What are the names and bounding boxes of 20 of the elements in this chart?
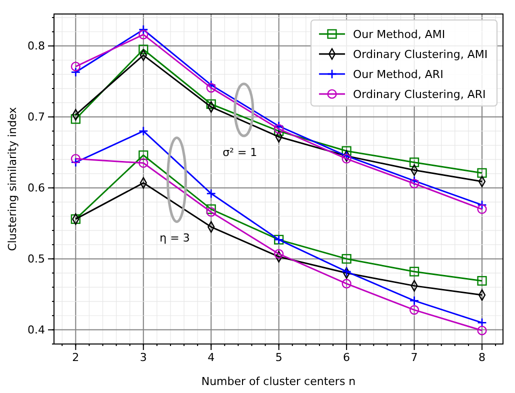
x-tick-label: 6 [343,350,350,364]
y-tick-label: 0.4 [28,323,45,336]
legend-label: Ordinary Clustering, ARI [353,88,486,101]
x-axis-title: Number of cluster centers n [201,375,356,388]
x-tick-label: 3 [140,350,147,364]
y-tick-label: 0.8 [28,39,45,52]
y-tick-label: 0.6 [28,181,45,194]
x-tick-label: 8 [478,350,486,364]
legend-label: Ordinary Clustering, AMI [353,48,488,61]
legend-label: Our Method, AMI [353,28,446,41]
x-tick-label: 2 [72,350,80,364]
y-tick-label: 0.5 [28,252,45,266]
annotation: η = 3 [160,232,190,245]
y-axis-title: Clustering similarity index [6,106,19,251]
x-tick-label: 5 [275,350,282,364]
x-tick-label: 7 [410,350,418,364]
y-tick-label: 0.7 [28,110,45,124]
annotation: σ² = 1 [222,146,258,159]
x-tick-label: 4 [208,350,215,364]
legend-label: Our Method, ARI [353,68,444,81]
